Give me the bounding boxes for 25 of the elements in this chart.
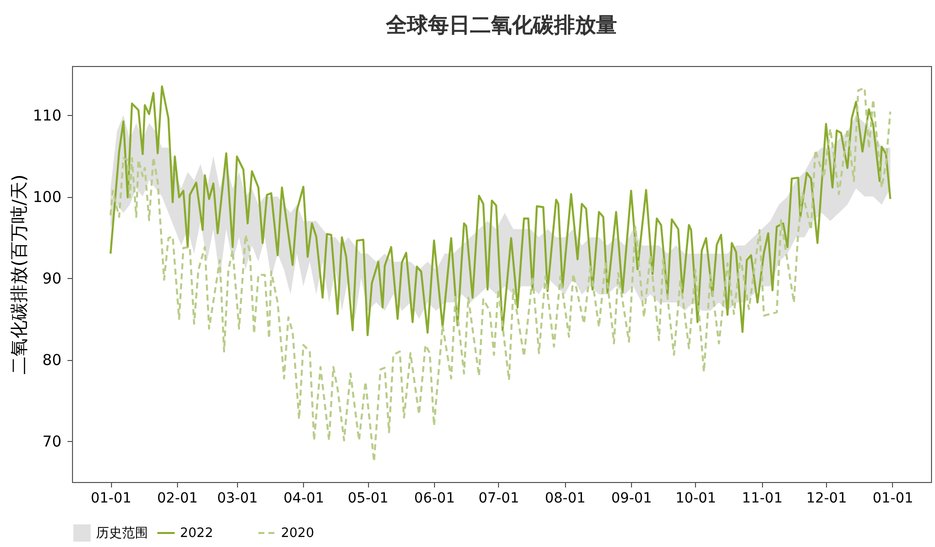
legend-label: 2020 — [281, 526, 314, 541]
x-tick-label: 09-01 — [611, 490, 652, 506]
legend-label: 2022 — [180, 526, 214, 541]
x-tick-label: 10-01 — [676, 490, 716, 506]
x-tick-label: 01-01 — [90, 490, 132, 506]
y-tick-label: 70 — [42, 432, 62, 451]
x-tick-label: 11-01 — [742, 490, 783, 506]
line-series — [110, 85, 892, 336]
x-tick-label: 07-01 — [478, 490, 520, 506]
y-axis-title: 二氧化碳排放(百万吨/天) — [8, 174, 30, 375]
y-tick-label: 90 — [42, 270, 62, 288]
chart-title: 全球每日二氧化碳排放量 — [385, 13, 617, 37]
x-tick-label: 01-01 — [872, 490, 914, 506]
x-tick-label: 02-01 — [157, 490, 198, 506]
legend-label: 历史范围 — [96, 526, 148, 541]
x-tick-label: 06-01 — [414, 490, 455, 506]
y-tick-label: 110 — [32, 106, 62, 124]
y-tick-label: 100 — [32, 188, 62, 206]
x-tick-label: 04-01 — [284, 490, 324, 506]
x-tick-label: 05-01 — [348, 490, 388, 506]
x-tick-label: 12-01 — [806, 490, 847, 506]
line-series — [110, 87, 892, 463]
x-tick-label: 03-01 — [217, 490, 258, 506]
x-tick-label: 08-01 — [544, 490, 586, 506]
y-tick-label: 80 — [42, 351, 62, 370]
